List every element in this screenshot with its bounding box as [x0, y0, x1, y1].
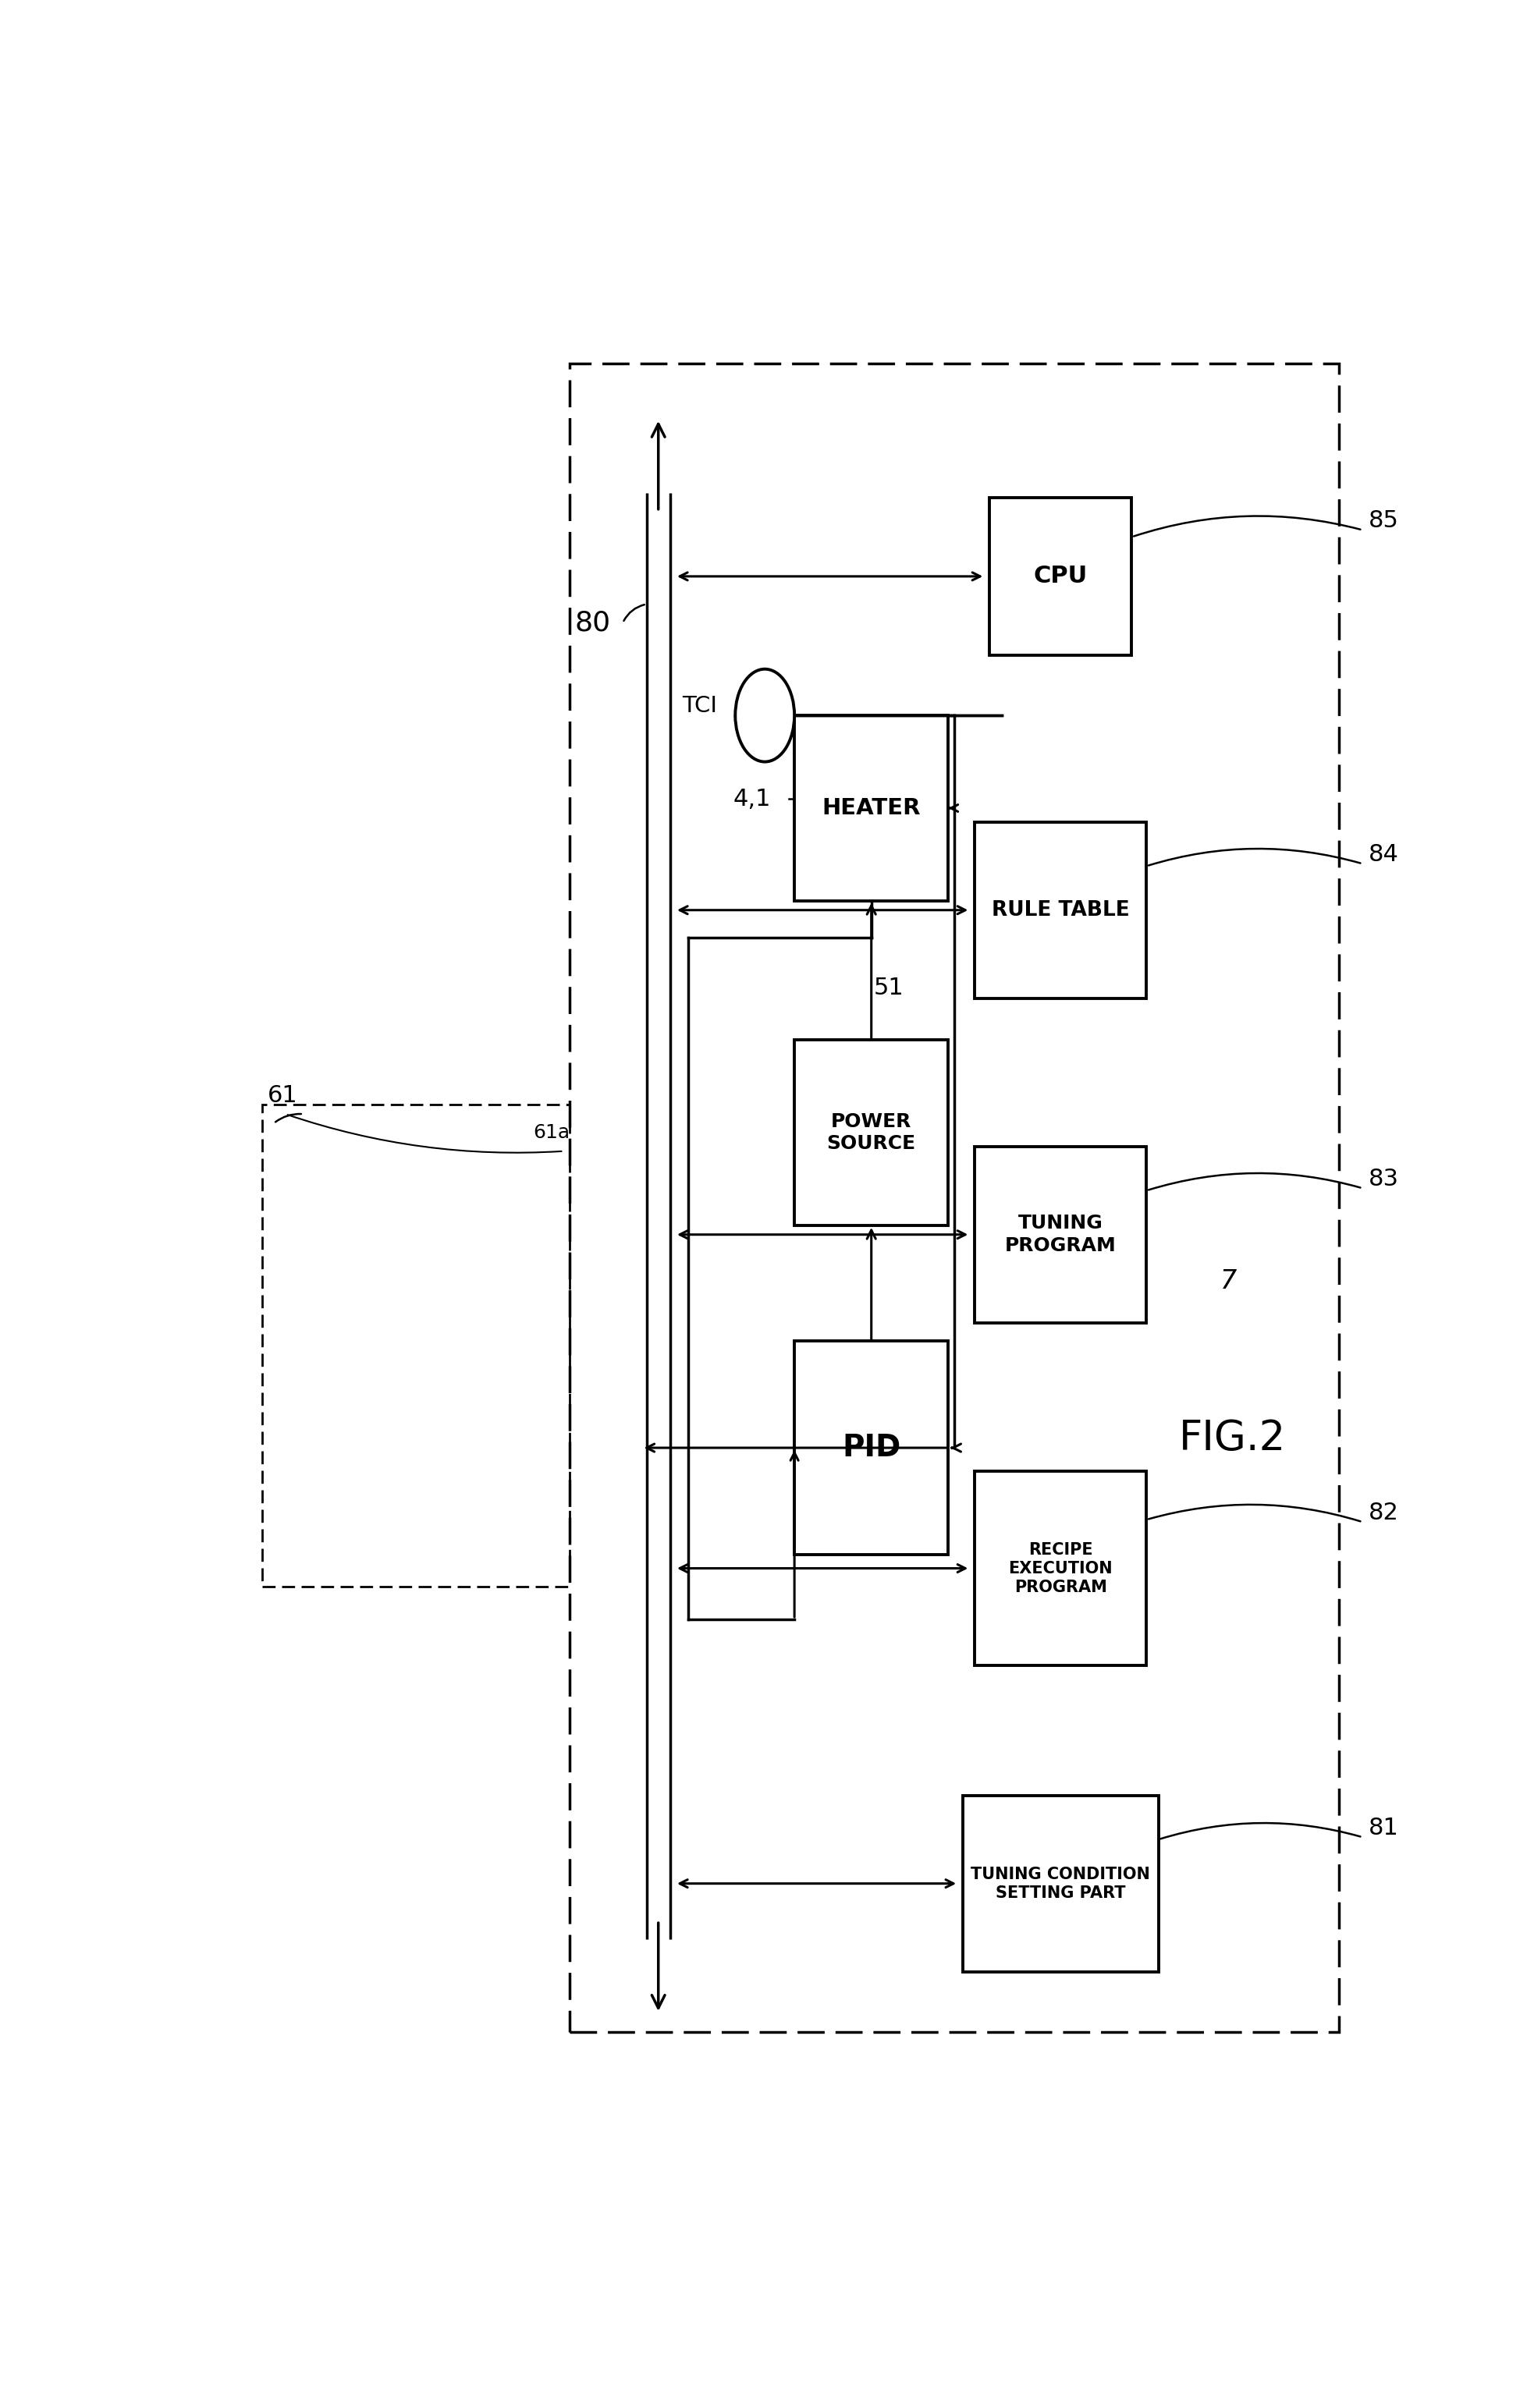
Text: 51: 51: [873, 978, 904, 999]
Bar: [794, 1040, 948, 1226]
Bar: [570, 364, 1339, 2032]
Text: RECIPE
EXECUTION
PROGRAM: RECIPE EXECUTION PROGRAM: [1008, 1541, 1113, 1594]
Bar: [974, 1146, 1147, 1322]
Text: 80: 80: [576, 609, 611, 636]
Text: HEATER: HEATER: [822, 797, 921, 819]
Text: 7: 7: [1220, 1269, 1237, 1293]
Text: TCI: TCI: [683, 696, 718, 718]
Text: FIG.2: FIG.2: [1179, 1418, 1286, 1459]
Bar: [794, 715, 948, 901]
Text: 61: 61: [267, 1084, 298, 1108]
Text: RULE TABLE: RULE TABLE: [991, 901, 1130, 920]
Text: PID: PID: [841, 1433, 901, 1462]
Text: 82: 82: [1368, 1503, 1399, 1524]
Bar: [974, 821, 1147, 999]
Circle shape: [736, 669, 794, 761]
Text: 85: 85: [1368, 510, 1399, 532]
Text: TUNING CONDITION
SETTING PART: TUNING CONDITION SETTING PART: [971, 1866, 1150, 1900]
Text: 84: 84: [1368, 843, 1399, 867]
Text: 4,1: 4,1: [733, 787, 771, 809]
Bar: [974, 1471, 1147, 1666]
Text: CPU: CPU: [1034, 566, 1087, 588]
Text: TUNING
PROGRAM: TUNING PROGRAM: [1005, 1214, 1116, 1255]
Bar: [989, 498, 1132, 655]
Bar: [964, 1796, 1159, 1972]
Bar: [263, 1105, 570, 1587]
Text: 83: 83: [1368, 1168, 1399, 1190]
Text: 81: 81: [1368, 1816, 1399, 1840]
Text: 61a: 61a: [533, 1122, 570, 1141]
Bar: [794, 1341, 948, 1556]
Text: POWER
SOURCE: POWER SOURCE: [826, 1112, 916, 1153]
